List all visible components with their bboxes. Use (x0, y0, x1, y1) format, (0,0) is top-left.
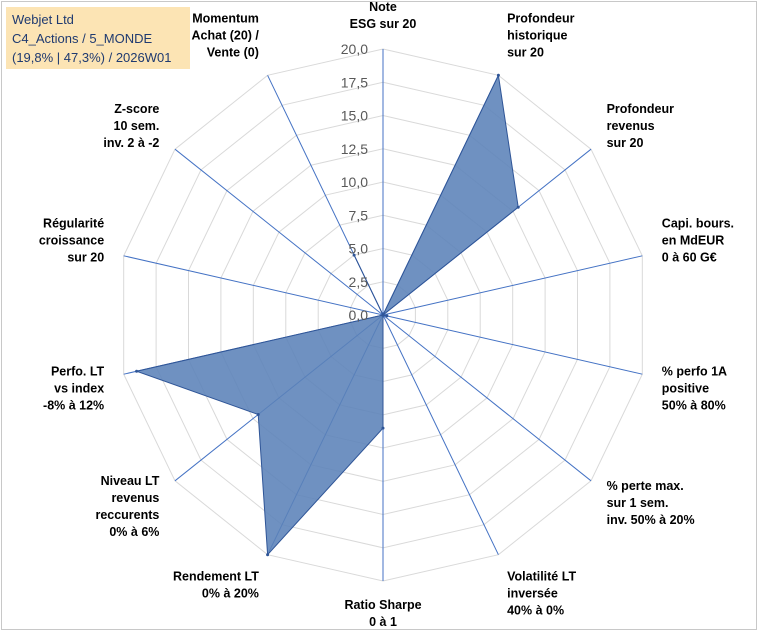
axis-label-line: 0% à 6% (109, 525, 159, 539)
data-point (496, 73, 500, 77)
axis-label-line: Achat (20) / (192, 28, 260, 42)
axis-label-line: Momentum (192, 11, 259, 25)
tick-layer: 0,0 2,5 5,0 7,5 10,0 12,5 15,0 17,5 20,0 (341, 41, 368, 323)
axis-label-line: Niveau LT (101, 474, 160, 488)
axis-label-line: sur 20 (607, 136, 644, 150)
data-point (385, 314, 389, 318)
axis-label-line: 40% à 0% (507, 604, 564, 618)
axis-label-line: croissance (39, 234, 104, 248)
axis-label-line: historique (507, 28, 567, 42)
axis-spoke (382, 314, 643, 375)
axis-label-line: Régularité (43, 217, 104, 231)
axis-label: Note ESG sur 20 (350, 0, 417, 31)
axis-label-line: inv. 50% à 20% (607, 513, 695, 527)
axis-label-line: revenus (111, 491, 159, 505)
axis-label-line: inv. 2 à -2 (103, 136, 159, 150)
data-point (516, 205, 520, 209)
axis-label-line: sur 20 (67, 251, 104, 265)
axis-spoke (382, 314, 592, 482)
axis-label-line: ESG sur 20 (350, 17, 417, 31)
axis-label-line: en MdEUR (662, 234, 725, 248)
axis-label-line: inversée (507, 587, 558, 601)
company-name: Webjet Ltd (12, 12, 74, 27)
tick-label: 12,5 (341, 141, 368, 157)
data-point (352, 253, 356, 257)
axis-label: Rendement LT 0% à 20% (173, 570, 259, 601)
tick-label: 5,0 (349, 241, 369, 257)
axis-label: Momentum Achat (20) / Vente (0) (192, 11, 260, 59)
label-layer: Note ESG sur 20 Profondeur historique sur 20… (39, 0, 734, 629)
axis-label-line: Perfo. LT (51, 364, 105, 378)
axis-label-line: Capi. bours. (662, 217, 734, 231)
axis-spoke (174, 148, 384, 316)
data-point (135, 369, 139, 373)
axis-spoke (382, 314, 499, 555)
axis-label-line: 10 sem. (114, 119, 160, 133)
data-point (256, 413, 260, 416)
axis-label-line: vs index (54, 381, 104, 395)
data-point (381, 313, 385, 317)
axis-label-line: Z-score (114, 102, 159, 116)
title-box: Webjet Ltd C4_Actions / 5_MONDE (19,8% |… (6, 7, 190, 69)
axis-label-line: Profondeur (607, 102, 674, 116)
axis-label: Ratio Sharpe 0 à 1 (344, 598, 421, 629)
category-label: C4_Actions / 5_MONDE (12, 31, 153, 46)
axis-label-line: Ratio Sharpe (344, 598, 421, 612)
axis-label-line: % perfo 1A (662, 364, 727, 378)
axis-label: Volatilité LT inversée 40% à 0% (507, 570, 576, 618)
axis-label-line: -8% à 12% (43, 398, 104, 412)
axis-label-line: Vente (0) (207, 45, 259, 59)
axis-label: % perfo 1A positive 50% à 80% (662, 364, 727, 412)
axis-label-line: 50% à 80% (662, 398, 726, 412)
axis-label: Z-score 10 sem. inv. 2 à -2 (103, 102, 159, 150)
axis-label-line: Note (369, 0, 397, 14)
tick-label: 15,0 (341, 108, 368, 124)
axis-label-line: 0 à 60 G€ (662, 251, 717, 265)
axis-label-line: Profondeur (507, 11, 574, 25)
tick-label: 17,5 (341, 74, 368, 90)
axis-label: Capi. bours. en MdEUR 0 à 60 G€ (662, 217, 734, 265)
axis-label: Niveau LT revenus reccurents 0% à 6% (95, 474, 159, 539)
axis-label-line: 0 à 1 (369, 615, 397, 629)
axis-label-line: positive (662, 381, 709, 395)
axis-label: Régularité croissance sur 20 (39, 217, 104, 265)
axis-label: Profondeur revenus sur 20 (607, 102, 674, 150)
tick-label: 10,0 (341, 174, 368, 190)
axis-label-line: sur 1 sem. (607, 496, 669, 510)
axis-label-line: Rendement LT (173, 570, 259, 584)
axis-label-line: Volatilité LT (507, 570, 576, 584)
data-series-area (134, 73, 519, 556)
axis-label: Perfo. LT vs index -8% à 12% (43, 364, 105, 412)
axis-label: % perte max. sur 1 sem. inv. 50% à 20% (607, 479, 695, 527)
data-point (381, 426, 385, 430)
axis-label-line: revenus (607, 119, 655, 133)
axis-spoke (382, 255, 643, 316)
tick-label: 20,0 (341, 41, 368, 57)
axis-label: Profondeur historique sur 20 (507, 11, 574, 59)
axis-label-line: % perte max. (607, 479, 684, 493)
data-point (266, 553, 270, 557)
axis-label-line: sur 20 (507, 45, 544, 59)
tick-label: 2,5 (349, 274, 369, 290)
tick-label: 7,5 (349, 207, 369, 223)
axis-spoke (123, 255, 384, 316)
period-label: (19,8% | 47,3%) / 2026W01 (12, 50, 172, 65)
axis-label-line: 0% à 20% (202, 587, 259, 601)
series-layer (134, 73, 520, 557)
axis-label-line: reccurents (95, 508, 159, 522)
tick-label: 0,0 (349, 307, 369, 323)
